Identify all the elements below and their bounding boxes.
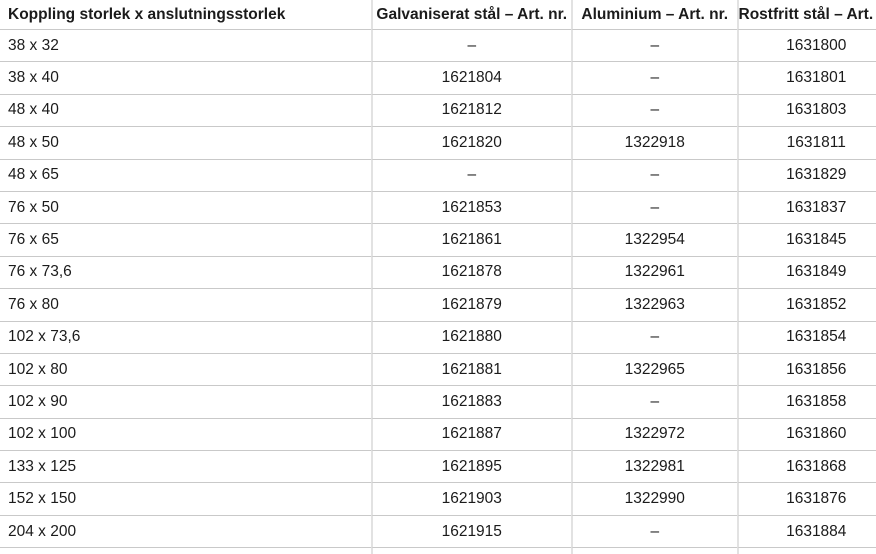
table-row: 48 x 65– –1631829	[0, 159, 876, 192]
table-row: 102 x 73,6 1621880–1631854	[0, 321, 876, 354]
table-row: 152 x 150 1621903 1322990 1631876	[0, 483, 876, 516]
table-row: 48 x 50 1621820 1322918 1631811	[0, 127, 876, 160]
artnr-cell: 1322965	[571, 353, 737, 387]
header-row: Koppling storlek x anslutningsstorlek Ga…	[0, 0, 876, 30]
artnr-cell: 1322981	[571, 451, 737, 484]
artnr-cell: –	[571, 321, 737, 354]
artnr-cell: 1631854	[736, 321, 876, 354]
artnr-cell: 1631868	[736, 451, 876, 484]
artnr-cell: 1621887	[370, 418, 571, 452]
artnr-cell: 1631849	[736, 256, 876, 290]
artnr-cell: 1621820	[370, 127, 571, 160]
size-cell: 76 x 50	[0, 191, 371, 225]
artnr-cell: –	[571, 386, 737, 419]
empty-cell	[370, 548, 571, 554]
artnr-cell: 1631837	[736, 191, 876, 225]
size-cell: 38 x 32	[0, 30, 371, 63]
table-row: 38 x 40 1621804–1631801	[0, 62, 876, 95]
size-cell: 76 x 80	[0, 289, 371, 322]
column-header-galvanized-steel: Galvaniserat stål – Art. nr.	[370, 0, 571, 30]
artnr-cell: –	[571, 515, 737, 549]
table-header: Koppling storlek x anslutningsstorlek Ga…	[0, 0, 876, 30]
artnr-cell: 1322961	[571, 256, 737, 290]
table-row: 102 x 80 1621881 1322965 1631856	[0, 353, 876, 387]
size-cell: 102 x 73,6	[0, 321, 371, 354]
empty-cell	[571, 548, 737, 554]
artnr-cell: –	[571, 191, 737, 225]
artnr-cell: 1621895	[370, 451, 571, 484]
artnr-cell: 1322954	[571, 224, 737, 257]
artnr-cell: 1322990	[571, 483, 737, 516]
table-row: 102 x 100 1621887 1322972 1631860	[0, 418, 876, 452]
artnr-cell: 1621804	[370, 62, 571, 95]
size-cell: 76 x 65	[0, 224, 371, 257]
artnr-cell: 1631884	[736, 515, 876, 549]
artnr-cell: 1631829	[736, 159, 876, 192]
artnr-cell: –	[370, 30, 571, 63]
size-cell: 48 x 65	[0, 159, 371, 192]
table-row: 102 x 90 1621883–1631858	[0, 386, 876, 419]
size-cell: 152 x 150	[0, 483, 371, 516]
artnr-cell: 1621883	[370, 386, 571, 419]
artnr-cell: –	[370, 159, 571, 192]
size-cell: 38 x 40	[0, 62, 371, 95]
table-row: 76 x 65 1621861 1322954 1631845	[0, 224, 876, 257]
empty-cell	[736, 548, 876, 554]
partial-row	[0, 548, 876, 554]
artnr-cell: 1631811	[736, 127, 876, 160]
artnr-cell: 1621861	[370, 224, 571, 257]
size-cell: 48 x 40	[0, 94, 371, 128]
size-cell: 76 x 73,6	[0, 256, 371, 290]
artnr-cell: 1631876	[736, 483, 876, 516]
table-row: 38 x 32– –1631800	[0, 30, 876, 63]
artnr-cell: 1621812	[370, 94, 571, 128]
artnr-cell: 1631856	[736, 353, 876, 387]
table-row: 76 x 80 1621879 1322963 1631852	[0, 289, 876, 322]
column-header-size: Koppling storlek x anslutningsstorlek	[0, 0, 371, 30]
size-cell: 204 x 200	[0, 515, 371, 549]
size-cell: 48 x 50	[0, 127, 371, 160]
table-row: 133 x 125 1621895 1322981 1631868	[0, 451, 876, 484]
artnr-cell: 1621881	[370, 353, 571, 387]
artnr-cell: 1631800	[736, 30, 876, 63]
artnr-cell: 1621878	[370, 256, 571, 290]
artnr-cell: 1322972	[571, 418, 737, 452]
table-row: 204 x 200 1621915–1631884	[0, 515, 876, 549]
artnr-cell: 1631801	[736, 62, 876, 95]
size-cell: 102 x 100	[0, 418, 371, 452]
table-row: 76 x 73,6 1621878 1322961 1631849	[0, 256, 876, 290]
table-body: 38 x 32– –1631800 38 x 40 1621804–1631801 48…	[0, 30, 876, 554]
artnr-cell: –	[571, 159, 737, 192]
artnr-cell: –	[571, 94, 737, 128]
artnr-cell: –	[571, 62, 737, 95]
empty-cell	[0, 548, 371, 554]
artnr-cell: 1631852	[736, 289, 876, 322]
size-cell: 133 x 125	[0, 451, 371, 484]
artnr-cell: 1621879	[370, 289, 571, 322]
artnr-cell: 1631845	[736, 224, 876, 257]
table-row: 48 x 40 1621812–1631803	[0, 94, 876, 128]
artnr-cell: 1322963	[571, 289, 737, 322]
artnr-cell: 1621880	[370, 321, 571, 354]
artnr-cell: 1631860	[736, 418, 876, 452]
artnr-cell: 1631858	[736, 386, 876, 419]
table-row: 76 x 50 1621853–1631837	[0, 191, 876, 225]
size-cell: 102 x 80	[0, 353, 371, 387]
column-header-stainless-steel: Rostfritt stål – Art. nr.	[736, 0, 876, 30]
artnr-cell: 1631803	[736, 94, 876, 128]
column-header-aluminium: Aluminium – Art. nr.	[571, 0, 737, 30]
artnr-cell: 1621915	[370, 515, 571, 549]
artnr-cell: 1621853	[370, 191, 571, 225]
artnr-cell: 1621903	[370, 483, 571, 516]
artnr-cell: –	[571, 30, 737, 63]
artnr-cell: 1322918	[571, 127, 737, 160]
size-cell: 102 x 90	[0, 386, 371, 419]
